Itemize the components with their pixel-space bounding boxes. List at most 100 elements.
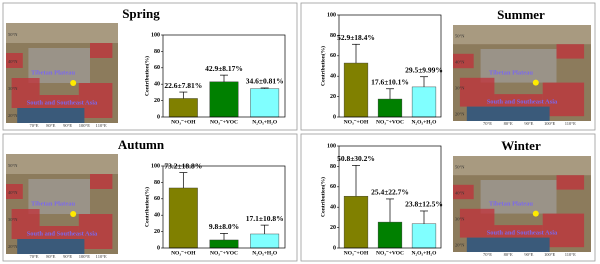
bar bbox=[343, 62, 369, 118]
error-bar bbox=[386, 198, 394, 223]
y-tick-label: 20 bbox=[330, 94, 336, 100]
error-bar bbox=[220, 74, 228, 82]
value-label: 17.1±10.8% bbox=[246, 214, 284, 223]
map-fire-region bbox=[90, 174, 113, 189]
value-label: 22.6±7.81% bbox=[164, 81, 202, 90]
site-marker bbox=[70, 211, 77, 217]
x-tick-label: NO₃⁻+OH bbox=[171, 119, 196, 125]
value-label: 50.8±30.2% bbox=[337, 154, 375, 163]
x-tick-label: NO₃⁻+VOC bbox=[210, 250, 238, 256]
value-label: 29.5±9.99% bbox=[405, 65, 443, 74]
map-fire-region bbox=[556, 44, 585, 59]
lon-tick-label: 70°E bbox=[29, 123, 38, 128]
panel-border bbox=[300, 2, 596, 131]
x-tick-label: NO₃⁻+OH bbox=[344, 250, 369, 256]
map-fire-region bbox=[78, 214, 113, 249]
chart-title: Winter bbox=[501, 138, 541, 153]
y-tick-label: 60 bbox=[154, 196, 160, 202]
y-tick-label: 0 bbox=[157, 245, 160, 251]
lat-tick-label: 30°N bbox=[8, 217, 18, 222]
bar bbox=[168, 187, 198, 249]
panel-border bbox=[2, 133, 298, 262]
lon-tick-label: 70°E bbox=[483, 121, 492, 126]
error-bar bbox=[220, 233, 228, 240]
map-fire-region bbox=[11, 78, 40, 108]
map: Tibetan Plateau South and Southeast Asia 5… bbox=[6, 23, 118, 128]
lat-tick-label: 50°N bbox=[455, 34, 465, 39]
y-tick-label: 80 bbox=[330, 164, 336, 170]
y-tick-label: 20 bbox=[154, 229, 160, 235]
lon-tick-label: 110°E bbox=[565, 121, 576, 126]
chart-title: Spring bbox=[122, 6, 160, 21]
lat-tick-label: 50°N bbox=[8, 163, 18, 168]
map-fire-region bbox=[459, 77, 495, 107]
y-axis-label: Contribution(%) bbox=[143, 187, 150, 227]
lon-tick-label: 110°E bbox=[96, 254, 107, 259]
map-fire-region bbox=[459, 208, 495, 238]
x-tick-label: NO₃⁻+VOC bbox=[376, 250, 404, 256]
error-bar bbox=[386, 88, 394, 100]
y-tick-label: 100 bbox=[151, 32, 160, 38]
site-marker bbox=[532, 79, 539, 86]
lat-tick-label: 20°N bbox=[455, 111, 465, 116]
bar bbox=[250, 233, 280, 249]
lat-tick-label: 30°N bbox=[455, 216, 465, 221]
bar bbox=[411, 223, 437, 249]
y-tick-label: 60 bbox=[154, 65, 160, 71]
bar bbox=[343, 195, 369, 249]
map-north bbox=[453, 156, 591, 176]
y-tick-label: 80 bbox=[154, 49, 160, 55]
bar bbox=[377, 221, 403, 249]
map-ocean bbox=[17, 108, 85, 123]
lon-tick-label: 80°E bbox=[504, 252, 513, 257]
lat-tick-label: 20°N bbox=[455, 242, 465, 247]
map-label: Tibetan Plateau bbox=[31, 69, 76, 76]
map-north bbox=[6, 23, 118, 43]
y-tick-label: 100 bbox=[327, 143, 336, 149]
map-fire-region bbox=[542, 82, 585, 117]
bar bbox=[209, 81, 239, 118]
y-axis-label: Contribution(%) bbox=[143, 56, 150, 96]
bar bbox=[209, 239, 239, 249]
error-bar bbox=[420, 210, 428, 224]
plot-frame bbox=[162, 165, 286, 249]
lon-tick-label: 70°E bbox=[29, 254, 38, 259]
map-fire-region bbox=[542, 213, 585, 248]
value-label: 42.9±8.17% bbox=[205, 64, 243, 73]
lat-tick-label: 40°N bbox=[8, 59, 18, 64]
map-label: Tibetan Plateau bbox=[31, 200, 76, 207]
bar bbox=[377, 98, 403, 118]
chart-title: Summer bbox=[497, 7, 545, 22]
lon-tick-label: 80°E bbox=[46, 254, 55, 259]
x-tick-label: NO₃⁻+OH bbox=[344, 119, 369, 125]
lat-tick-label: 30°N bbox=[8, 86, 18, 91]
error-bar bbox=[420, 76, 428, 87]
lon-tick-label: 100°E bbox=[544, 121, 556, 126]
map-plateau bbox=[28, 48, 90, 83]
map: Tibetan Plateau South and Southeast Asia 5… bbox=[6, 154, 118, 259]
map-fire-region bbox=[90, 43, 113, 58]
lon-tick-label: 90°E bbox=[524, 252, 533, 257]
map-label: South and Southeast Asia bbox=[487, 98, 558, 105]
map-label: Tibetan Plateau bbox=[489, 69, 534, 76]
x-tick-label: N₂O₅+H₂O bbox=[412, 119, 438, 125]
y-tick-label: 80 bbox=[154, 180, 160, 186]
map-fire-region bbox=[556, 175, 585, 190]
y-tick-label: 80 bbox=[330, 33, 336, 39]
lat-tick-label: 20°N bbox=[8, 244, 18, 249]
error-bar bbox=[179, 91, 188, 99]
site-marker bbox=[532, 210, 539, 217]
map-label: South and Southeast Asia bbox=[487, 229, 558, 236]
map: Tibetan Plateau South and Southeast Asia 5… bbox=[453, 156, 591, 257]
plot-frame bbox=[338, 14, 442, 118]
lon-tick-label: 110°E bbox=[96, 123, 107, 128]
map-fire-region bbox=[453, 184, 474, 200]
error-bar bbox=[179, 172, 188, 188]
value-label: 52.9±18.4% bbox=[337, 33, 375, 42]
lat-tick-label: 50°N bbox=[455, 165, 465, 170]
map-plateau bbox=[480, 180, 557, 214]
site-marker bbox=[70, 80, 77, 86]
lat-tick-label: 20°N bbox=[8, 113, 18, 118]
